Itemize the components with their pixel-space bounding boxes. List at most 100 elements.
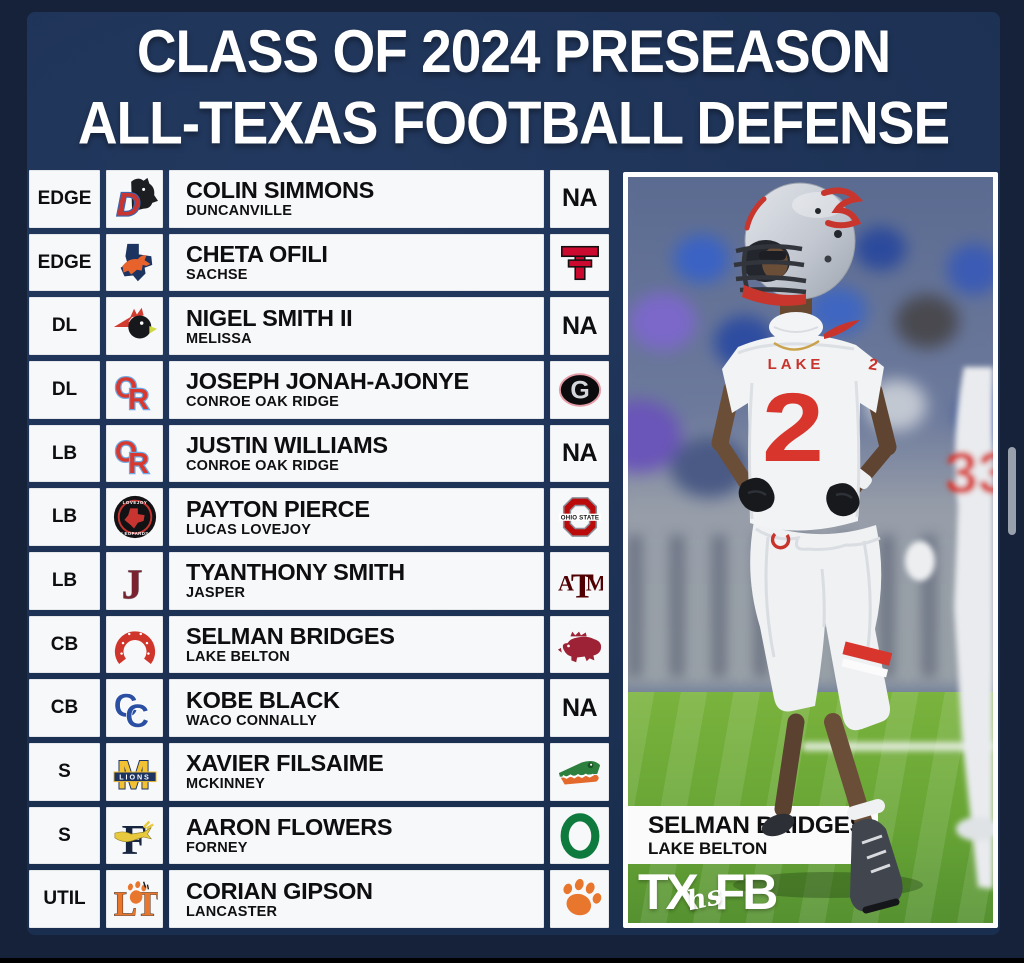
texas-tech-logo [560, 245, 599, 280]
player-cell: JUSTIN WILLIAMS CONROE OAK RIDGE [169, 424, 544, 483]
player-school: LAKE BELTON [186, 649, 290, 666]
svg-text:C: C [113, 688, 137, 724]
position-cell: EDGE [29, 233, 100, 292]
player-cell: PAYTON PIERCE LUCAS LOVEJOY [169, 488, 544, 547]
college-cell: A T M [550, 552, 609, 610]
table-row: S M LIONS XAVIER FILSAIME MCKINNEY [29, 743, 609, 801]
position-cell: DL [29, 361, 100, 419]
table-row: EDGE CHETA OFILI SACHSE [29, 233, 609, 292]
player-cell: CORIAN GIPSON LANCASTER [169, 870, 544, 929]
svg-text:A: A [557, 570, 573, 595]
yard-line [803, 742, 993, 752]
player-school: MCKINNEY [186, 776, 265, 793]
player-name: SELMAN BRIDGES [186, 623, 395, 650]
svg-text:C: C [125, 698, 149, 731]
table-row: LB O R JUSTIN WILLIAMS CONROE OAK RIDGE … [29, 424, 609, 483]
table-row: DL O R JOSEPH JONAH-AJONYE CONROE OAK RI… [29, 361, 609, 419]
florida-gators-logo [558, 760, 600, 785]
school-logo-cell: J [106, 552, 163, 610]
txhsfb-logo-hs-script: hs [684, 879, 725, 918]
txhsfb-logo-tx: TX [638, 864, 699, 920]
player-name: COLIN SIMMONS [186, 177, 375, 204]
college-cell [550, 615, 609, 674]
position-cell: DL [29, 297, 100, 356]
school-logo-cell [106, 615, 163, 674]
sachse-mustangs-logo [120, 243, 152, 281]
table-row: DL NIGEL SMITH II MELISSA NA [29, 297, 609, 356]
svg-text:OHIO STATE: OHIO STATE [560, 515, 598, 522]
table-row: CB C C KOBE BLACK WACO CONNALLY NA [29, 679, 609, 738]
background-player: 33 [905, 367, 993, 889]
player-name: AARON FLOWERS [186, 814, 393, 841]
svg-text:LOVEJOY: LOVEJOY [122, 500, 147, 505]
player-cell: AARON FLOWERS FORNEY [169, 806, 544, 865]
svg-text:LIONS: LIONS [119, 774, 151, 782]
college-cell [550, 233, 609, 292]
college-na-text: NA [561, 184, 598, 213]
college-na-text: NA [561, 439, 598, 468]
conroe-oak-ridge-logo: O R [113, 435, 150, 477]
player-cell: JOSEPH JONAH-AJONYE CONROE OAK RIDGE [169, 361, 544, 419]
position-cell: S [29, 743, 100, 801]
page-title: CLASS OF 2024 PRESEASON ALL-TEXAS FOOTBA… [27, 16, 1000, 159]
roster-table: EDGE D COLIN SIMMONS DUNCANVILLE NA EDGE [29, 170, 609, 929]
bottom-screen-edge [0, 958, 1024, 963]
school-logo-cell: O R [106, 424, 163, 483]
svg-text:O: O [114, 436, 136, 468]
player-school: MELISSA [186, 330, 252, 347]
selman-bridges-figure: LAKE 2 2 [711, 182, 903, 914]
player-name: PAYTON PIERCE [186, 495, 370, 522]
school-logo-cell: L T [106, 870, 163, 929]
school-logo-cell: F [106, 806, 163, 865]
player-cell: KOBE BLACK WACO CONNALLY [169, 679, 544, 738]
jasper-logo: J [121, 561, 143, 604]
svg-text:D: D [116, 186, 140, 222]
position-cell: S [29, 806, 100, 865]
player-school: JASPER [186, 585, 246, 602]
lancaster-tigers-logo: L T [113, 881, 158, 922]
caption-player-name: SELMAN BRIDGES [648, 811, 866, 839]
school-logo-cell: LOVEJOY LEOPARDS [106, 488, 163, 547]
svg-text:LAKE: LAKE [768, 356, 825, 373]
table-row: LB LOVEJOY LEOPARDS PAYTON PIERCE LUCAS … [29, 488, 609, 547]
photo-caption-band: SELMAN BRIDGES LAKE BELTON [628, 806, 878, 864]
college-cell: NA [550, 170, 609, 228]
svg-text:2: 2 [867, 356, 879, 374]
player-school: CONROE OAK RIDGE [186, 394, 340, 411]
player-cell: XAVIER FILSAIME MCKINNEY [169, 743, 544, 801]
svg-text:R: R [128, 448, 149, 477]
txhsfb-logo: TX hs FB [638, 864, 778, 920]
school-logo-cell [106, 297, 163, 356]
college-cell: NA [550, 679, 609, 738]
college-na-text: NA [561, 311, 598, 340]
title-line-1: CLASS OF 2024 PRESEASON [136, 17, 891, 86]
waco-connally-logo: C C [113, 687, 149, 731]
college-cell: OHIO STATE [550, 488, 609, 547]
lovejoy-leopards-logo: LOVEJOY LEOPARDS [113, 496, 156, 539]
player-name: KOBE BLACK [186, 686, 340, 713]
svg-text:LEOPARDS: LEOPARDS [121, 531, 148, 536]
college-cell [550, 743, 609, 801]
player-cell: CHETA OFILI SACHSE [169, 233, 544, 292]
player-school: DUNCANVILLE [186, 203, 293, 220]
svg-text:2: 2 [762, 373, 824, 482]
table-row: CB SELMAN BRIDGES LAKE BELTON [29, 615, 609, 674]
conroe-oak-ridge-logo: O R [113, 371, 150, 413]
player-school: LANCASTER [186, 903, 278, 920]
school-logo-cell: M LIONS [106, 743, 163, 801]
svg-text:G: G [570, 376, 589, 404]
position-cell: UTIL [29, 870, 100, 929]
player-school: SACHSE [186, 267, 248, 283]
oregon-logo [560, 812, 599, 859]
vertical-scrollbar-thumb[interactable] [1008, 447, 1016, 535]
svg-text:O: O [114, 373, 136, 405]
player-cell: TYANTHONY SMITH JASPER [169, 552, 544, 610]
player-school: CONROE OAK RIDGE [186, 458, 340, 475]
college-na-text: NA [561, 693, 598, 722]
school-logo-cell: C C [106, 679, 163, 738]
player-cell: NIGEL SMITH II MELISSA [169, 297, 544, 356]
table-row: UTIL L T CORIAN GIPSON LANCASTER [29, 870, 609, 929]
georgia-logo: G [558, 373, 601, 407]
football-player-illustration: 33 [711, 182, 993, 914]
svg-text:T: T [570, 567, 593, 604]
